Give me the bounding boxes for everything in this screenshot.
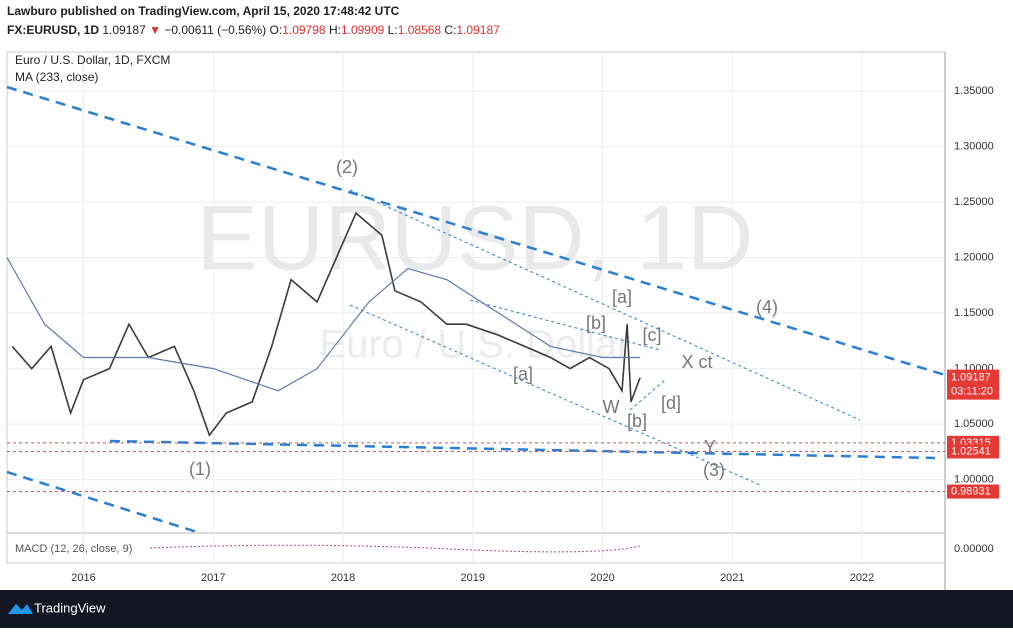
l: 1.08568 (398, 23, 442, 37)
indicator-label: MA (233, close) (15, 70, 98, 84)
y-tick-label: 1.30000 (954, 140, 994, 152)
x-tick-label: 2021 (720, 572, 744, 584)
o: 1.09798 (282, 23, 326, 37)
x-tick-label: 2018 (331, 572, 355, 584)
y-tick-label: 1.05000 (954, 418, 994, 430)
last-price: 1.09187 (951, 372, 991, 384)
wave-label: (1) (189, 459, 211, 479)
wave-label: [d] (661, 393, 681, 413)
published: Lawburo published on TradingView.com, Ap… (7, 4, 400, 18)
wave-label: [c] (642, 325, 661, 345)
x-tick-label: 2020 (590, 572, 614, 584)
price: 1.09187 (102, 23, 146, 37)
logo (8, 604, 33, 614)
x-tick-label: 2019 (461, 572, 485, 584)
y-tick-label: 1.25000 (954, 196, 994, 208)
y-tick-label: 1.20000 (954, 251, 994, 263)
x-tick-label: 2022 (850, 572, 874, 584)
wave-label: [b] (586, 313, 606, 333)
channel-line (629, 379, 666, 411)
y-tick-label: 1.35000 (954, 85, 994, 97)
channel-line (349, 304, 761, 486)
l-label: L: (388, 23, 398, 37)
series-line (6, 257, 641, 392)
level-label: 0.98931 (951, 485, 991, 497)
o-label: O: (270, 23, 283, 37)
macd-label: MACD (12, 26, close, 9) (15, 543, 132, 555)
wave-label: [b] (627, 411, 647, 431)
price-tag (947, 369, 999, 400)
arrow: ▼ (149, 23, 161, 37)
c-label: C: (444, 23, 456, 37)
c: 1.09187 (456, 23, 500, 37)
wave-label: W (603, 397, 620, 417)
y-tick-label: 1.15000 (954, 307, 994, 319)
grid (7, 52, 945, 563)
x-tick-label: 2016 (71, 572, 95, 584)
x-tick-label: 2017 (201, 572, 225, 584)
wave-label: (4) (756, 297, 778, 317)
wave-label: (3) (703, 460, 725, 480)
watermark-sub: Euro / U.S. Dollar (319, 323, 630, 367)
wave-label: [a] (612, 287, 632, 307)
footer-bar (0, 590, 1013, 628)
countdown: 03:11:20 (951, 386, 993, 398)
level-label: 1.02541 (951, 445, 991, 457)
change: −0.00611 (−0.56%) (164, 23, 266, 37)
level-tag (947, 444, 999, 459)
level-tag (947, 484, 999, 499)
symbol: FX:EURUSD, 1D (7, 23, 99, 37)
wave-label: [a] (513, 364, 533, 384)
trend-lines (6, 85, 946, 535)
watermark: EURUSD, 1D (196, 187, 753, 289)
trend-line (109, 439, 936, 460)
wave-label: (2) (336, 157, 358, 177)
symbol-line: FX:EURUSD, 1D 1.09187 ▼ −0.00611 (−0.56%… (7, 23, 500, 37)
macd-tick: 0.00000 (954, 543, 994, 555)
brand: TradingView (34, 600, 106, 615)
y-tick-label: 1.00000 (954, 474, 994, 486)
wave-label: X ct (681, 352, 712, 372)
h-label: H: (329, 23, 341, 37)
wave-label: Y (704, 437, 716, 457)
h: 1.09909 (341, 23, 385, 37)
chart-title: Euro / U.S. Dollar, 1D, FXCM (15, 53, 170, 67)
trend-line (6, 85, 946, 377)
series-line (11, 211, 641, 437)
